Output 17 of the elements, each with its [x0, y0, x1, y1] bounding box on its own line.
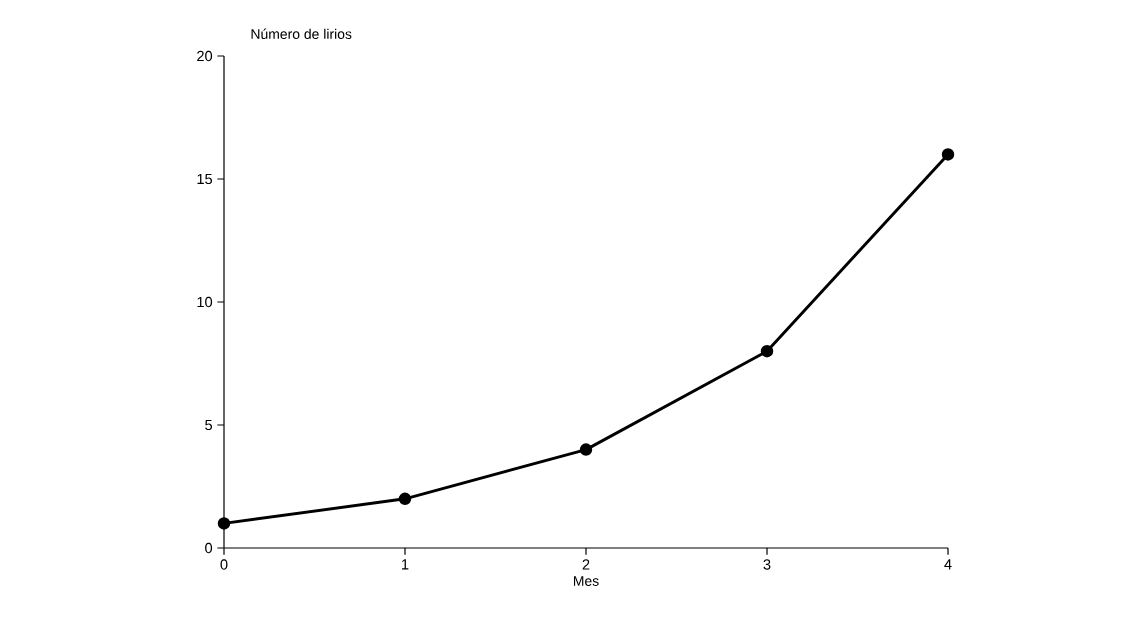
x-tick-label: 2 [582, 559, 590, 570]
point [941, 148, 955, 161]
y-tick-label: 15 [197, 173, 213, 185]
y-tick-label: 10 [197, 296, 213, 308]
x-tick-label: 0 [220, 559, 228, 570]
y-tick-label: 5 [205, 419, 213, 431]
point [217, 517, 231, 530]
point [760, 344, 774, 358]
y-axis-title: Número de lirios [251, 28, 352, 40]
x-tick-label: 1 [402, 559, 409, 570]
x-axis-title: Mes [573, 576, 599, 586]
y-tick-label: 0 [205, 542, 213, 554]
point [398, 492, 412, 506]
x-tick-label: 4 [944, 559, 952, 570]
point [579, 443, 593, 456]
y-tick-label: 20 [197, 50, 213, 62]
x-tick-label: 3 [763, 559, 771, 570]
